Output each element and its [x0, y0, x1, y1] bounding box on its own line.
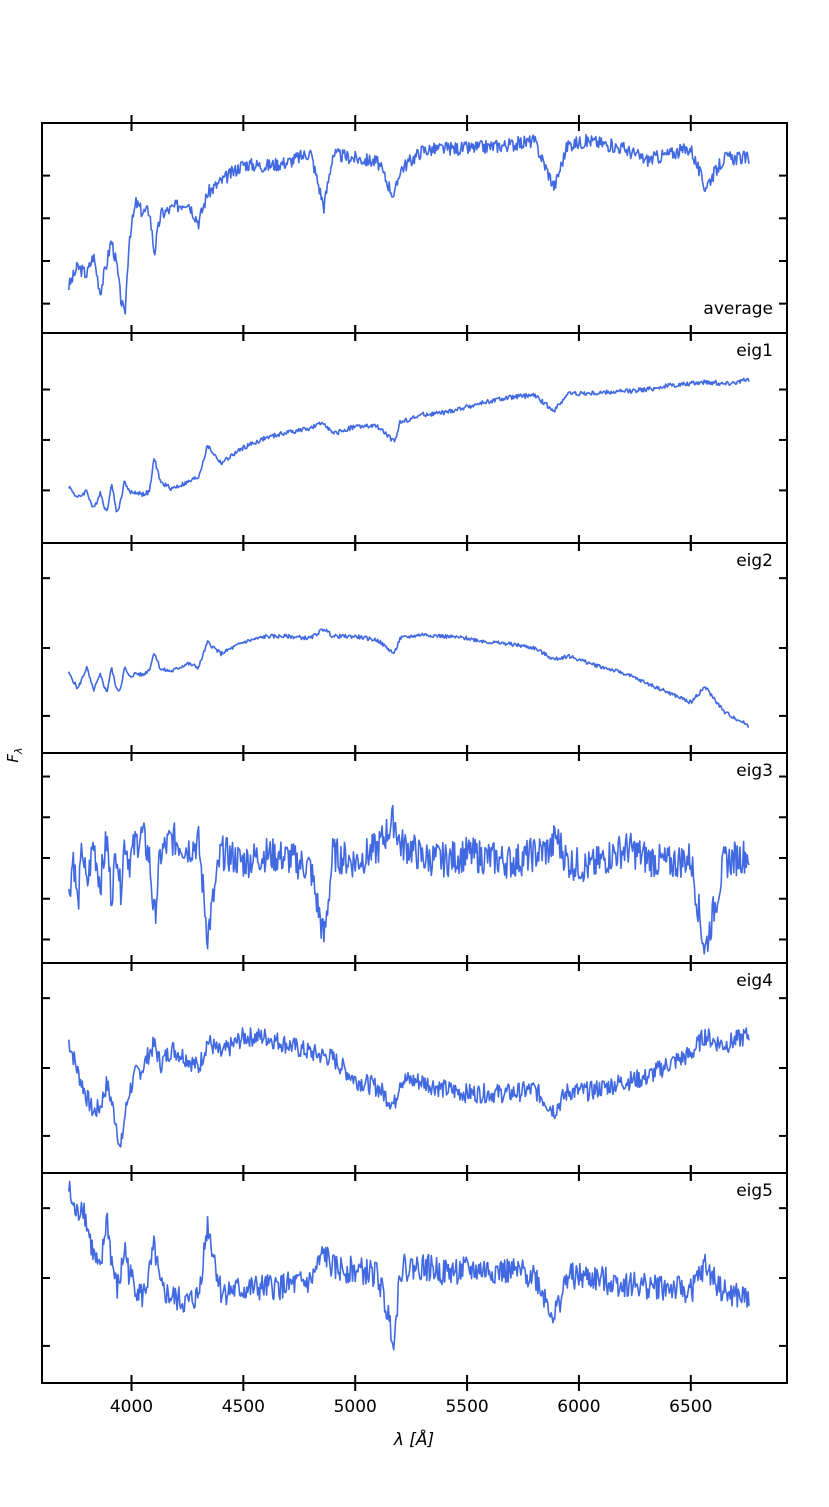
series-line-eig4: [68, 1027, 750, 1148]
x-tick-label: 5500: [445, 1397, 488, 1417]
panel-frame-eig5: [41, 1172, 788, 1384]
panel-label-eig2: eig2: [736, 551, 773, 571]
panel-average: average: [41, 115, 788, 341]
panel-eig5: eig5: [41, 1165, 788, 1391]
series-line-eig3: [68, 804, 750, 955]
series-line-eig2: [68, 628, 750, 728]
panel-frame-eig1: [41, 332, 788, 544]
x-tick-label: 5000: [334, 1397, 377, 1417]
panel-eig2: eig2: [41, 535, 788, 761]
panel-label-average: average: [703, 299, 773, 319]
series-line-eig1: [68, 377, 750, 513]
y-axis-label-main: F: [4, 754, 22, 763]
x-tick-label: 6500: [669, 1397, 712, 1417]
panel-label-eig5: eig5: [736, 1181, 773, 1201]
panel-eig4: eig4: [41, 955, 788, 1181]
series-line-average: [68, 133, 750, 315]
panel-label-eig3: eig3: [736, 761, 773, 781]
y-axis-label-subscript: λ: [12, 747, 25, 755]
x-tick-label: 4000: [110, 1397, 153, 1417]
panel-eig3: eig3: [41, 745, 788, 971]
x-tick-label: 4500: [222, 1397, 265, 1417]
x-tick-label: 6000: [557, 1397, 600, 1417]
panel-label-eig4: eig4: [736, 971, 773, 991]
panel-eig1: eig1: [41, 325, 788, 551]
panel-frame-eig2: [41, 542, 788, 754]
series-line-eig5: [68, 1180, 750, 1351]
panel-label-eig1: eig1: [736, 341, 773, 361]
x-tick-labels: 4000 4500 5000 5500 6000 6500: [110, 1397, 713, 1417]
x-axis-label: λ [Å]: [393, 1428, 434, 1450]
y-axis-label: Fλ: [4, 747, 25, 762]
panels-group: average eig1 eig2 eig3 eig4 eig5: [41, 115, 788, 1391]
